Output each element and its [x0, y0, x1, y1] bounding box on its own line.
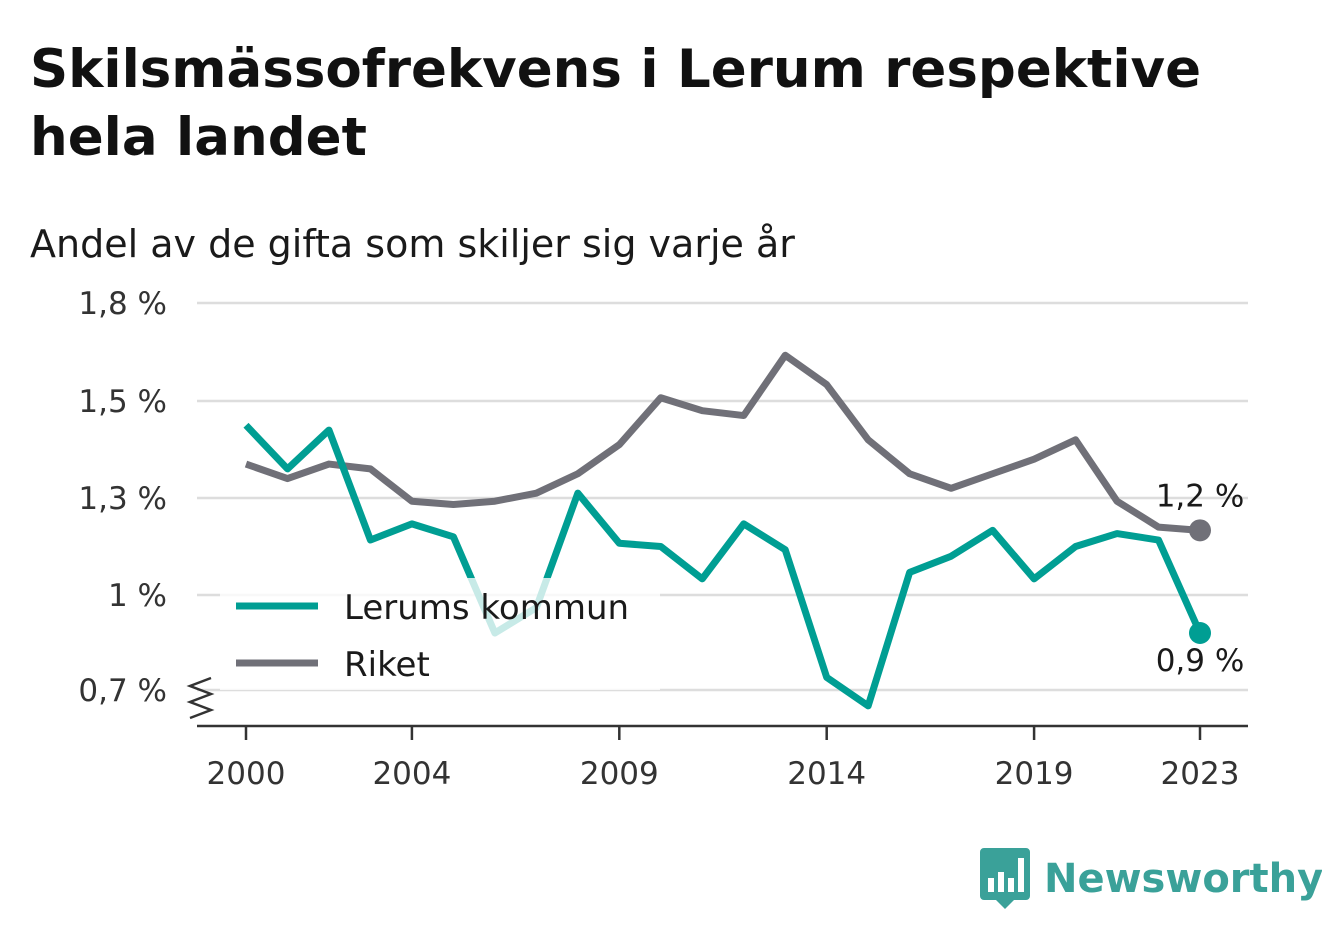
x-tick-label: 2000: [207, 756, 286, 792]
end-marker-riket: [1189, 519, 1211, 542]
series-line-lerums-kommun: [243, 422, 1204, 710]
legend: Lerums kommun Riket: [236, 588, 629, 685]
series-line-riket: [244, 351, 1201, 534]
legend-label-riket: Riket: [344, 645, 430, 685]
axis-break-icon: [186, 676, 215, 720]
brand-name: Newsworthy: [1044, 856, 1322, 902]
x-tick-label: 2023: [1161, 756, 1240, 792]
x-axis: [186, 676, 1248, 728]
bar-chart-icon: [980, 848, 1030, 909]
y-tick-label: 1 %: [108, 578, 167, 614]
legend-label-lerum: Lerums kommun: [344, 588, 629, 628]
y-tick-label: 1,3 %: [78, 481, 167, 517]
x-tick-label: 2009: [580, 756, 659, 792]
y-tick-label: 0,7 %: [78, 673, 167, 709]
chart-title: Skilsmässofrekvens i Lerum respektive he…: [30, 39, 1202, 168]
series-lines: [243, 351, 1204, 710]
y-tick-label: 1,5 %: [78, 384, 167, 420]
end-markers: 0,9 % 1,2 %: [1156, 478, 1245, 679]
newsworthy-logo: Newsworthy: [980, 848, 1322, 910]
y-axis-ticks: 1,8 % 1,5 % 1,3 % 1 % 0,7 %: [78, 286, 167, 709]
chart-subtitle: Andel av de gifta som skiljer sig varje …: [30, 222, 795, 266]
end-label-lerum: 0,9 %: [1156, 643, 1245, 679]
legend-background: [220, 578, 660, 690]
x-tick-label: 2004: [372, 756, 451, 792]
y-tick-label: 1,8 %: [78, 286, 167, 322]
end-marker-lerum: [1189, 622, 1211, 644]
end-label-riket: 1,2 %: [1156, 478, 1245, 514]
x-axis-ticks: 2000 2004 2009 2014 2019 2023: [207, 726, 1240, 792]
x-tick-label: 2019: [995, 756, 1074, 792]
x-tick-label: 2014: [787, 756, 866, 792]
